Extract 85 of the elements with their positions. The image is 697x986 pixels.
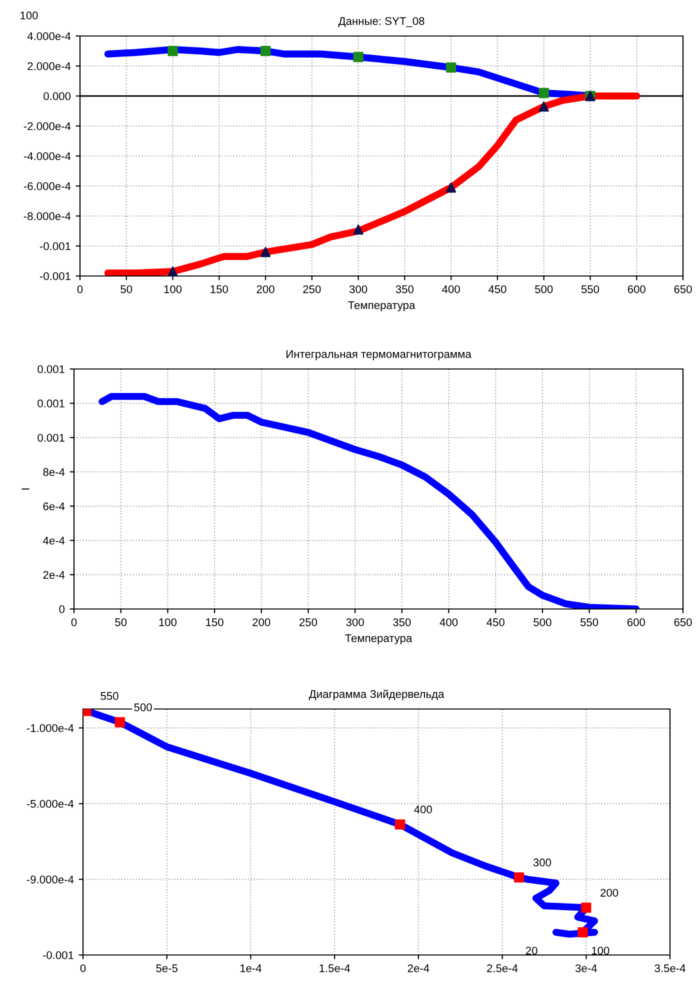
y-tick-label: -4.000e-4 xyxy=(24,152,71,160)
x-tick-label: 150 xyxy=(210,285,228,294)
x-tick-label: 600 xyxy=(627,618,645,626)
x-tick-label: 3e-4 xyxy=(575,964,597,972)
point xyxy=(168,266,178,276)
x-tick-label: 2.5e-4 xyxy=(487,964,518,972)
point xyxy=(168,46,178,56)
x-tick-label: 500 xyxy=(534,618,552,626)
y-axis-title: I xyxy=(22,488,30,490)
y-tick-label: 0.000 xyxy=(44,92,71,100)
chart-title: Данные: SYT_08 xyxy=(338,17,424,28)
x-tick-label: 3.5e-4 xyxy=(654,964,686,972)
annotation: 400 xyxy=(414,806,432,814)
point xyxy=(260,46,271,56)
y-tick-label: 4.000e-4 xyxy=(27,32,71,40)
y-tick-label: 2e-4 xyxy=(43,570,65,579)
point xyxy=(353,224,364,235)
y-tick-label: 0 xyxy=(59,605,65,614)
y-tick-label: -0.001 xyxy=(40,242,70,250)
y-tick-label: -0.001 xyxy=(40,272,70,280)
x-tick-label: 650 xyxy=(674,285,692,294)
x-tick-label: 50 xyxy=(120,285,132,294)
x-tick-label: 250 xyxy=(300,618,318,626)
y-tick-label: -6.000e-4 xyxy=(24,182,71,190)
x-tick-label: 500 xyxy=(535,285,553,294)
x-tick-label: 600 xyxy=(628,285,646,294)
y-tick-label: -0.001 xyxy=(42,951,74,960)
y-tick-label: -5.000e-4 xyxy=(26,800,74,808)
x-tick-label: 400 xyxy=(442,285,460,294)
y-tick-label: 2.000e-4 xyxy=(28,62,71,70)
x-axis-title: Температура xyxy=(348,301,416,312)
y-tick-label: -9.000e-4 xyxy=(26,876,74,884)
y-tick-label: 0.001 xyxy=(38,400,64,408)
point xyxy=(538,101,549,112)
annotation: 100 xyxy=(592,946,610,955)
x-tick-label: 450 xyxy=(488,285,506,294)
point xyxy=(446,62,456,73)
point xyxy=(260,246,271,258)
x-tick-label: 200 xyxy=(252,618,270,626)
x-tick-label: 150 xyxy=(206,618,224,626)
x-tick-label: 350 xyxy=(396,285,414,294)
x-tick-label: 450 xyxy=(486,618,504,626)
point xyxy=(581,902,592,913)
y-tick-label: 0.001 xyxy=(38,434,64,442)
point xyxy=(394,819,406,830)
x-tick-label: 100 xyxy=(164,285,182,294)
x-tick-label: 0 xyxy=(77,285,83,294)
x-tick-label: 650 xyxy=(674,618,692,626)
annotation: 550 xyxy=(100,692,118,700)
y-tick-label: 0.001 xyxy=(38,365,64,374)
annotation: 500 xyxy=(134,703,152,712)
point xyxy=(114,717,125,728)
x-tick-label: 300 xyxy=(349,285,368,294)
x-tick-label: 2e-4 xyxy=(408,964,430,972)
x-tick-label: 550 xyxy=(581,285,600,294)
y-tick-label: 6e-4 xyxy=(43,502,65,510)
point xyxy=(514,872,524,882)
x-tick-label: 400 xyxy=(440,618,458,626)
chart-title: Диаграмма Зийдервельда xyxy=(308,690,444,700)
x-tick-label: 5e-5 xyxy=(156,964,178,972)
y-tick-label: -1.000e-4 xyxy=(26,724,74,732)
y-tick-label: -2.000e-4 xyxy=(24,122,71,130)
x-tick-label: 550 xyxy=(580,618,598,626)
annotation: 200 xyxy=(600,888,618,897)
x-tick-label: 250 xyxy=(303,285,321,294)
x-tick-label: 1e-4 xyxy=(240,964,262,972)
point xyxy=(446,182,456,193)
x-axis-title: Температура xyxy=(345,634,412,644)
x-tick-label: 200 xyxy=(256,285,274,294)
text: 100 xyxy=(20,12,38,20)
x-tick-label: 50 xyxy=(115,618,127,626)
y-tick-label: 8e-4 xyxy=(43,468,65,476)
point xyxy=(353,52,364,62)
x-tick-label: 100 xyxy=(159,618,177,626)
x-tick-label: 350 xyxy=(393,618,411,626)
y-tick-label: -8.000e-4 xyxy=(24,212,71,220)
x-tick-label: 300 xyxy=(346,618,364,626)
point xyxy=(578,927,588,938)
point xyxy=(538,88,549,98)
y-tick-label: 4e-4 xyxy=(42,536,65,545)
chart-title: Интегральная термомагнитограмма xyxy=(286,350,472,360)
annotation: 20 xyxy=(526,946,538,955)
x-tick-label: 1.5e-4 xyxy=(320,964,350,972)
annotation: 300 xyxy=(533,858,552,866)
x-tick-label: 0 xyxy=(80,964,86,972)
